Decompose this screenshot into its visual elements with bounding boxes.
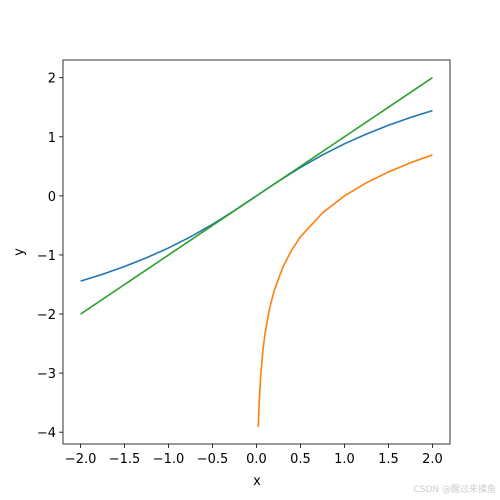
x-tick-label: 0.0 (246, 452, 267, 467)
x-tick-label: −2.0 (65, 452, 97, 467)
x-tick-label: −1.5 (109, 452, 141, 467)
y-tick-label: −3 (37, 367, 56, 382)
y-tick-label: 2 (48, 72, 56, 87)
y-tick-label: 1 (48, 131, 56, 146)
x-tick-label: 0.5 (290, 452, 311, 467)
line (80, 77, 433, 315)
y-tick-label: −4 (37, 426, 56, 441)
x-tick-label: 1.5 (378, 452, 399, 467)
x-tick-label: −0.5 (197, 452, 229, 467)
plot-frame (62, 59, 451, 445)
watermark: CSDN @醒过来摸鱼 (413, 483, 496, 495)
line (257, 154, 433, 428)
x-tick-label: 2.0 (422, 452, 443, 467)
x-tick-label: −1.0 (153, 452, 185, 467)
y-tick-label: −1 (37, 249, 56, 264)
y-axis-label: y (12, 248, 27, 256)
x-axis-label: x (253, 474, 261, 489)
y-tick-label: 0 (48, 190, 56, 205)
x-tick-label: 1.0 (334, 452, 355, 467)
y-tick-label: −2 (37, 308, 56, 323)
